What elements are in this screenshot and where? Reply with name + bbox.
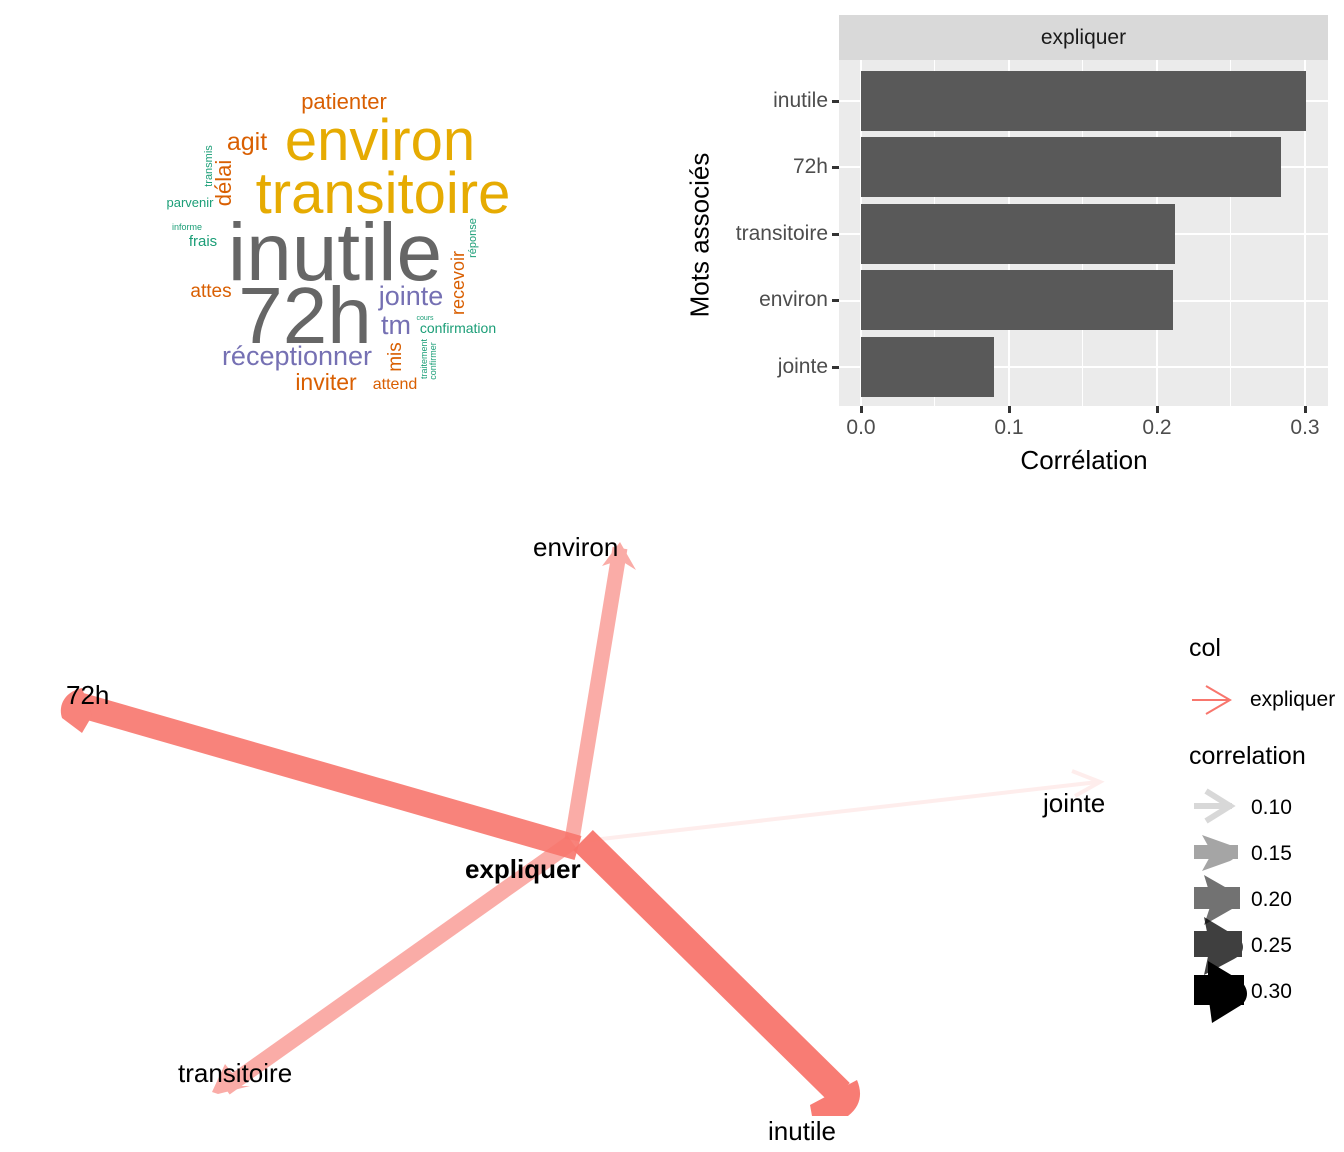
x-tick-label: 0.0 <box>846 416 876 439</box>
bar-jointe <box>861 337 995 397</box>
cloud-word: réponse <box>467 218 479 258</box>
facet-label: expliquer <box>1040 25 1127 49</box>
y-tick <box>832 366 839 369</box>
edge-jointe <box>574 769 1105 844</box>
bar-inutile <box>861 71 1307 131</box>
y-tick-label: jointe <box>777 355 828 378</box>
edge-environ <box>564 542 636 842</box>
x-tick-label: 0.3 <box>1290 416 1320 439</box>
major-gridline <box>839 366 1328 368</box>
legend-arrow-icon <box>1192 685 1232 715</box>
correlation-network: environ 72h jointe expliquer transitoire… <box>0 480 1344 1152</box>
y-tick <box>832 166 839 169</box>
bar-transitoire <box>861 204 1175 264</box>
x-tick <box>1156 406 1159 413</box>
legend-col-entry: expliquer <box>1250 688 1336 711</box>
x-tick <box>1008 406 1011 413</box>
cloud-word: confirmer <box>428 342 438 380</box>
x-tick-label: 0.2 <box>1142 416 1172 439</box>
cloud-word: jointe <box>378 281 444 311</box>
cloud-word: inutile <box>228 207 442 298</box>
node-environ: environ <box>533 532 619 562</box>
edge-inutile <box>573 830 861 1116</box>
edge-transitoire <box>212 835 577 1095</box>
cloud-word: transitoire <box>256 161 511 226</box>
x-tick <box>860 406 863 413</box>
cloud-word: réceptionner <box>222 341 372 371</box>
key-0-25-icon <box>1194 917 1243 975</box>
legend-correlation-keys <box>1194 788 1247 1023</box>
node-transitoire: transitoire <box>178 1058 293 1088</box>
bar-environ <box>861 270 1174 330</box>
cloud-word: tm <box>381 310 411 340</box>
network-edges <box>60 542 1105 1116</box>
cloud-word: traitement <box>419 338 429 379</box>
legend-correlation-entry: 0.15 <box>1251 842 1292 865</box>
cloud-word: attes <box>190 281 231 302</box>
cloud-word: cours <box>416 315 434 322</box>
node-72h: 72h <box>66 680 110 710</box>
y-tick-label: 72h <box>792 155 828 178</box>
y-tick <box>832 100 839 103</box>
cloud-word: recevoir <box>448 251 468 315</box>
cloud-word: environ <box>285 108 475 173</box>
y-tick-label: environ <box>759 288 828 311</box>
cloud-word: inviter <box>295 369 357 395</box>
key-0-30-icon <box>1194 961 1247 1023</box>
cloud-word: attend <box>373 376 417 393</box>
cloud-word: mis <box>385 342 406 372</box>
legend-correlation-entry: 0.10 <box>1251 796 1292 819</box>
x-tick-label: 0.1 <box>994 416 1024 439</box>
bar-72h <box>861 137 1282 197</box>
plot-panel <box>839 60 1328 406</box>
correlation-bar-chart: expliquer inutile 72h transitoire enviro… <box>680 0 1344 480</box>
node-inutile: inutile <box>768 1116 836 1146</box>
legend-correlation-title: correlation <box>1189 742 1306 770</box>
node-expliquer: expliquer <box>465 854 581 884</box>
x-tick <box>1304 406 1307 413</box>
key-0-10-icon <box>1194 788 1236 824</box>
key-0-15-icon <box>1194 835 1238 871</box>
y-tick <box>832 299 839 302</box>
edge-72h <box>60 688 582 861</box>
word-cloud: inutile 72h transitoire environ patienter agi… <box>0 0 680 480</box>
y-tick <box>832 233 839 236</box>
legend-correlation-entry: 0.20 <box>1251 888 1292 911</box>
key-0-20-icon <box>1194 875 1240 925</box>
cloud-word: agit <box>227 128 267 156</box>
legend-correlation-entry: 0.30 <box>1251 980 1292 1003</box>
y-tick-label: inutile <box>773 89 828 112</box>
cloud-word: délai <box>211 160 236 206</box>
node-jointe: jointe <box>1043 788 1106 818</box>
cloud-word: frais <box>189 233 217 250</box>
cloud-word: patienter <box>301 89 387 114</box>
x-axis-title: Corrélation <box>1020 445 1148 475</box>
cloud-word: transmis <box>203 145 215 187</box>
legend-correlation-entry: 0.25 <box>1251 934 1292 957</box>
legend-col-title: col <box>1189 634 1221 662</box>
facet-strip: expliquer <box>839 15 1328 60</box>
y-tick-label: transitoire <box>735 222 828 245</box>
cloud-word: informe <box>172 222 202 232</box>
cloud-word: parvenir <box>167 195 215 210</box>
cloud-word: 72h <box>238 271 371 360</box>
y-axis-title: Mots associés <box>684 152 715 318</box>
cloud-word: confirmation <box>420 320 496 336</box>
